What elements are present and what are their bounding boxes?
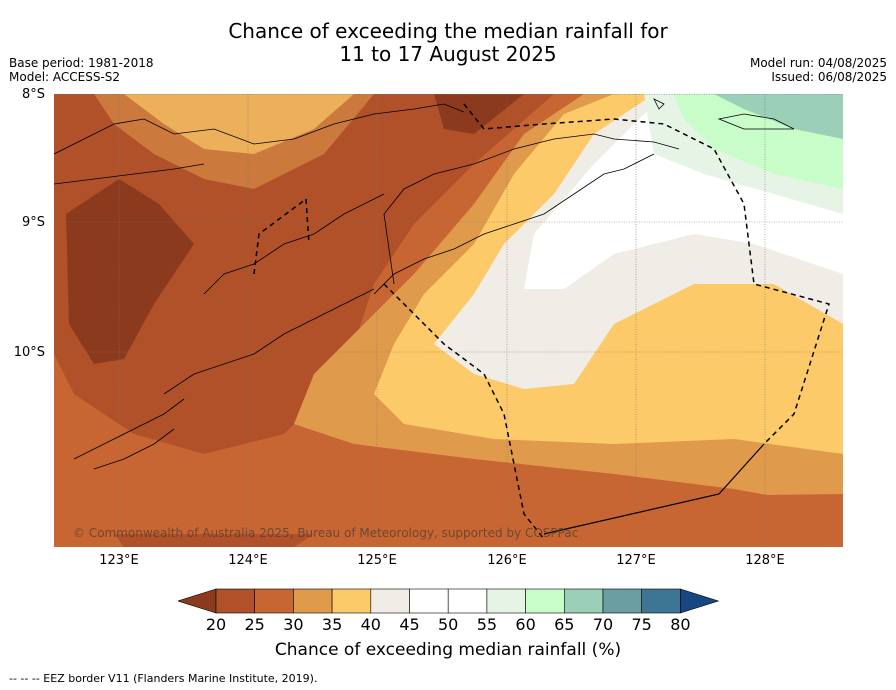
zone-below-20-b [434,94,524,134]
model-name: Model: ACCESS-S2 [9,70,121,84]
colorbar-segment [525,588,565,614]
colorbar-segment [409,588,449,614]
lon-label-127e: 127°E [616,553,656,568]
colorbar-segment [641,588,681,614]
zone-65-70 [714,94,843,139]
coastlines [54,98,795,470]
colorbar-segment [602,588,643,614]
eez-footnote: -- -- -- EEZ border V11 (Flanders Marine… [9,672,318,685]
colorbar-tick-label: 30 [283,615,304,634]
lat-label-9s: 9°S [21,215,45,230]
colorbar-tick-label: 75 [631,615,652,634]
colorbar-tick-label: 20 [205,615,227,634]
colorbar-tick-label: 65 [554,615,575,634]
colorbar-segment [486,588,526,614]
lon-label-123e: 123°E [99,553,139,568]
rainfall-probability-map [54,94,843,547]
lon-label-124e: 124°E [228,553,268,568]
colorbar-title: Chance of exceeding median rainfall (%) [274,640,622,660]
lon-label-126e: 126°E [487,553,527,568]
colorbar-segments [178,588,720,614]
zone-25-30-south [54,494,843,547]
lat-label-8s: 8°S [21,87,45,102]
issued-date: Issued: 06/08/2025 [771,70,887,84]
colorbar-tick-label: 70 [592,615,614,634]
colorbar-segment [293,588,333,614]
colorbar-tick-label: 40 [360,615,381,634]
colorbar [178,588,720,614]
colorbar-tick-label: 50 [438,615,459,634]
meta-right: Model run: 04/08/2025 Issued: 06/08/2025 [750,56,887,84]
colorbar-tick-label: 45 [399,615,420,634]
colorbar-segment [447,588,488,614]
colorbar-segment [254,588,294,614]
meta-left: Base period: 1981-2018 Model: ACCESS-S2 [9,56,154,84]
copyright-notice: © Commonwealth of Australia 2025, Bureau… [73,526,579,540]
eez-solid-border [543,443,765,535]
map-title-line1: Chance of exceeding the median rainfall … [228,19,668,43]
colorbar-tick-label: 25 [244,615,265,634]
colorbar-tick-label: 80 [670,615,691,634]
colorbar-extend-high [680,588,720,614]
colorbar-segment [331,588,372,614]
base-period: Base period: 1981-2018 [9,56,154,70]
zone-below-20 [66,179,194,364]
model-run: Model run: 04/08/2025 [749,56,887,70]
zone-20-25-south [114,534,314,547]
zone-20-25 [54,94,554,454]
colorbar-segment [215,588,256,614]
colorbar-extend-low [178,588,217,614]
lon-label-125e: 125°E [357,553,397,568]
map-title-line2: 11 to 17 August 2025 [339,42,557,66]
grid-lines [54,94,843,547]
colorbar-segment [563,588,604,614]
lat-label-10s: 10°S [13,345,45,360]
zone-30-35-north [94,94,374,189]
colorbar-tick-label: 35 [321,615,343,634]
lon-label-128e: 128°E [745,553,785,568]
colorbar-tick-label: 55 [476,615,498,634]
colorbar-tick-label: 60 [515,615,536,634]
colorbar-segment [370,588,410,614]
eez-border [253,103,830,540]
